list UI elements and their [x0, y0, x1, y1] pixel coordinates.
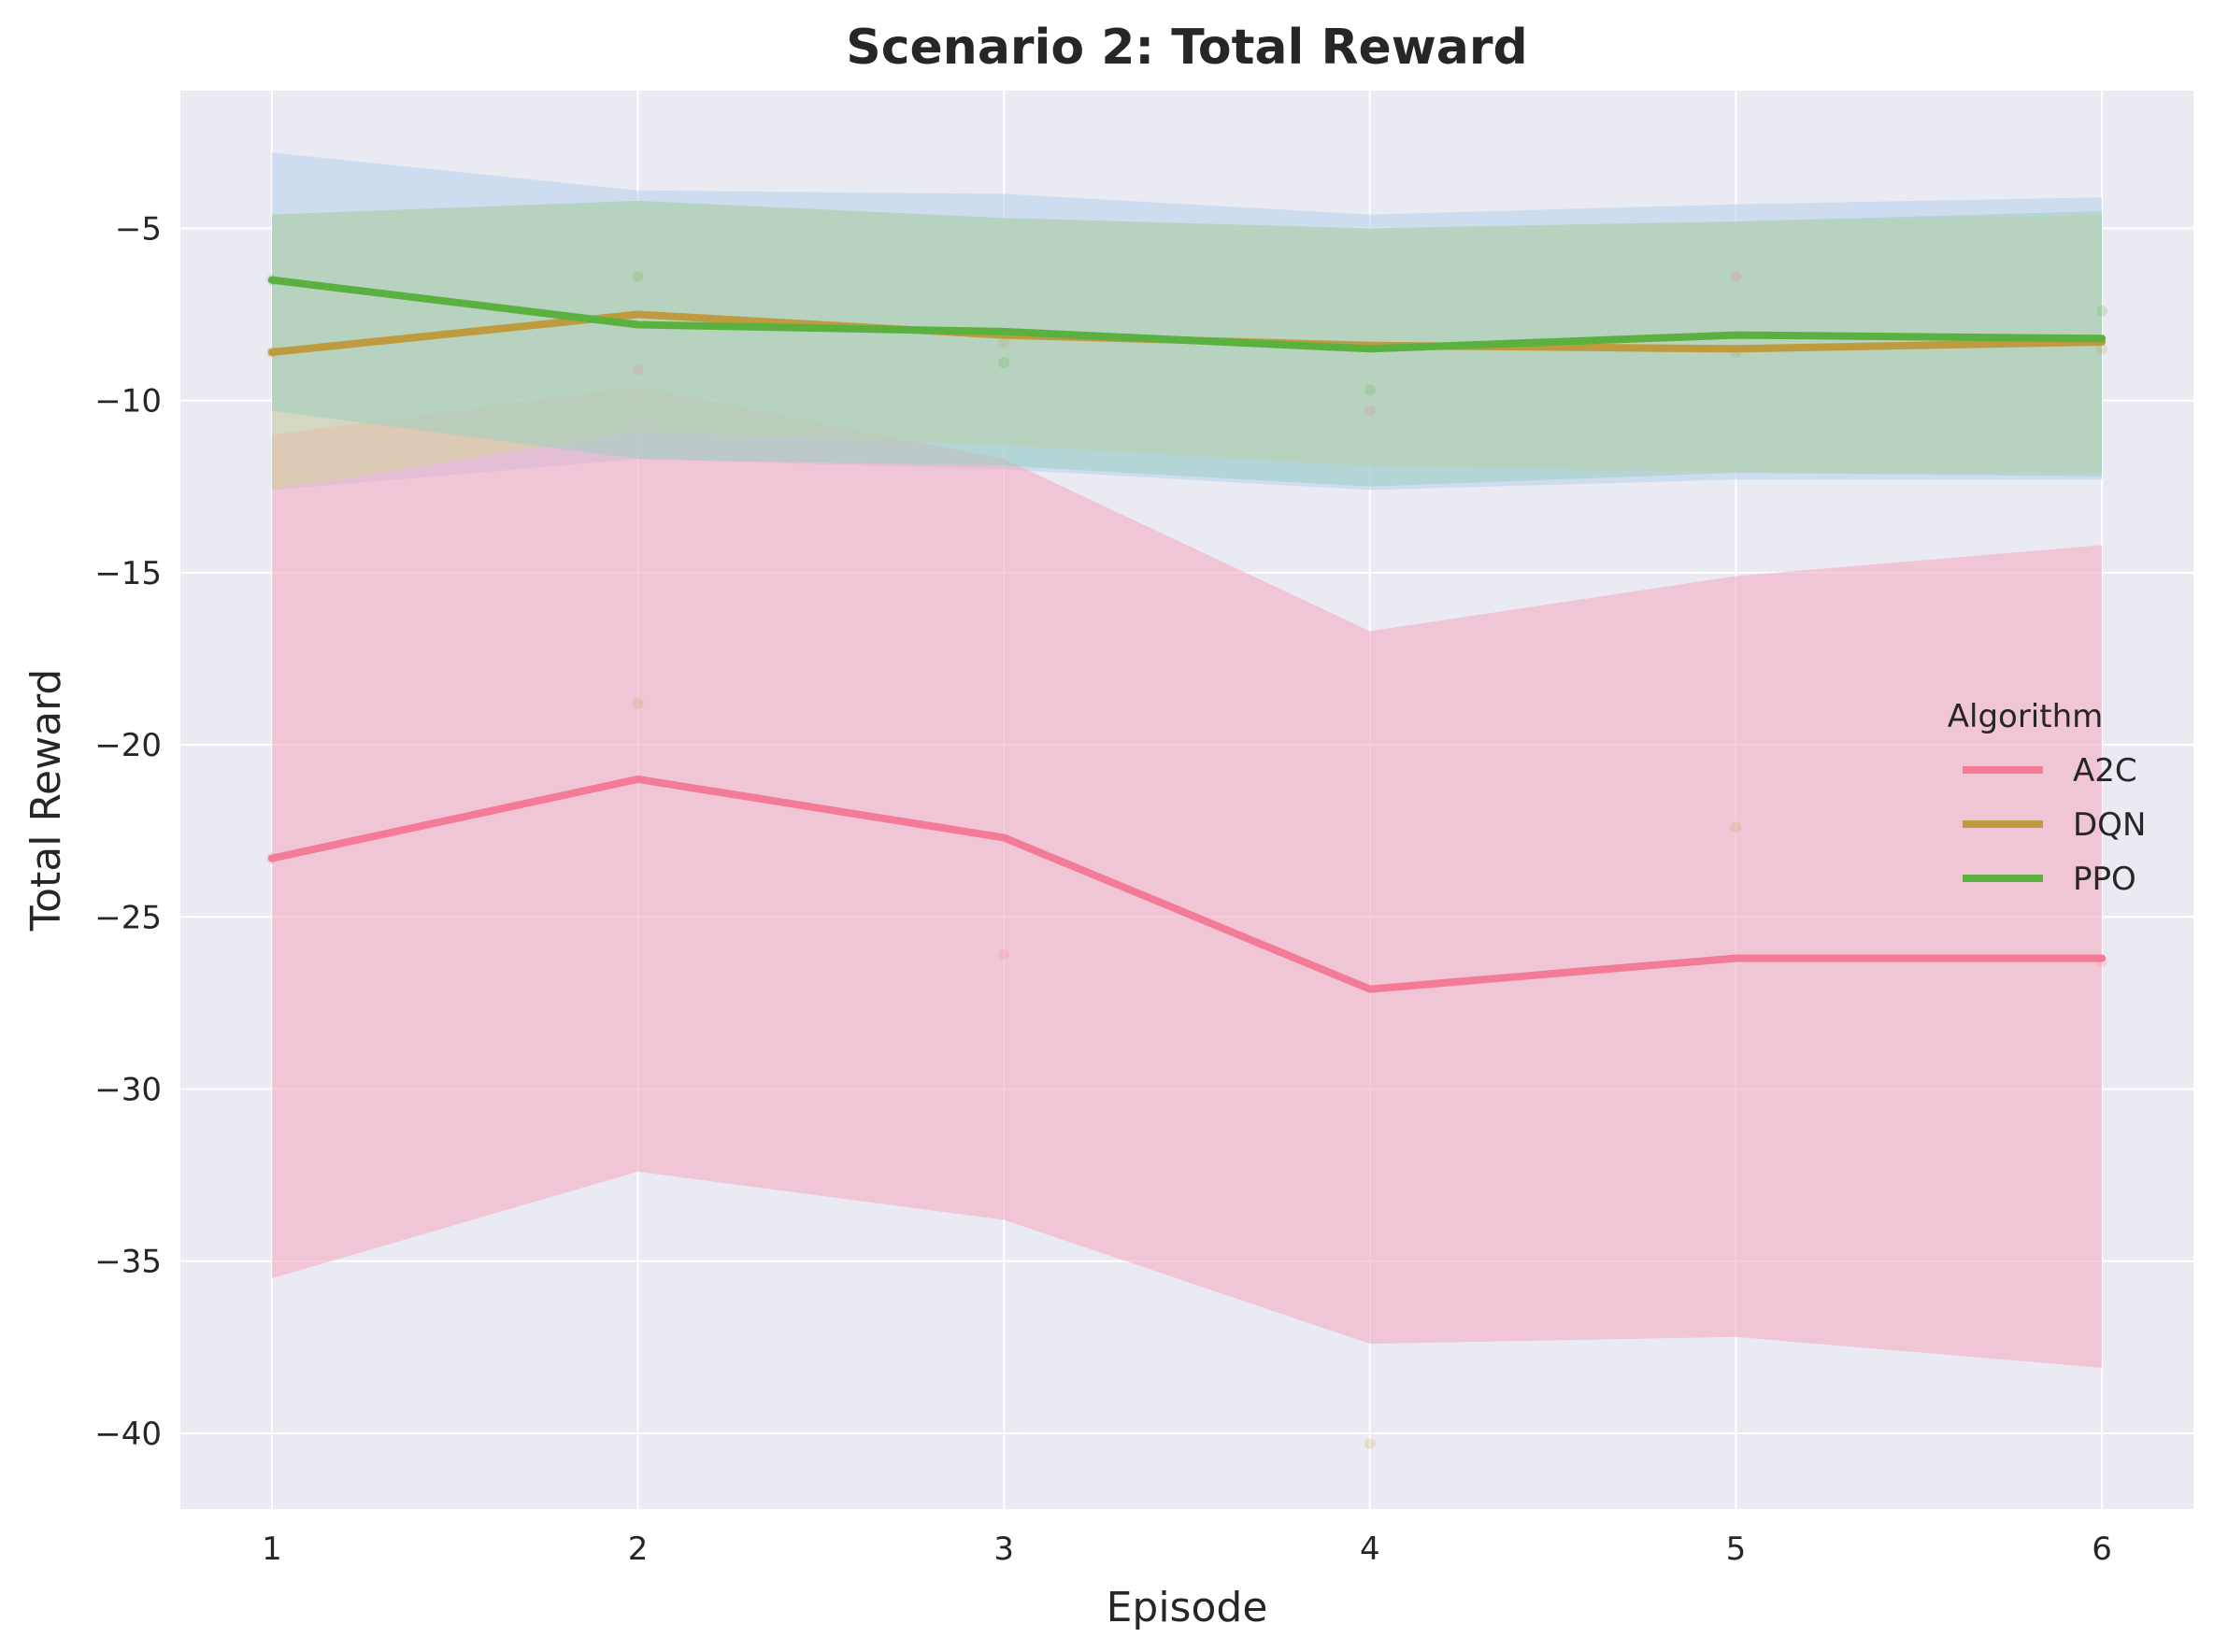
scatter-point-a2c [998, 948, 1010, 961]
legend: Algorithm A2C DQN PPO [1948, 698, 2147, 898]
scatter-point-a2c [1364, 405, 1376, 417]
scatter-point-a2c [1730, 270, 1742, 282]
y-tick-label: −35 [94, 1244, 162, 1281]
series-line-ppo [267, 276, 2107, 353]
y-tick-label: −30 [94, 1071, 162, 1108]
y-tick-label: −10 [94, 383, 162, 420]
scatter-point-dqn [998, 335, 1010, 348]
x-axis-label: Episode [1107, 1584, 1268, 1631]
legend-label-a2c: A2C [2073, 752, 2137, 790]
scatter-point-ppo [632, 270, 644, 282]
scatter-point-ppo [1364, 384, 1376, 396]
legend-label-ppo: PPO [2073, 861, 2136, 898]
y-tick-label: −5 [115, 210, 162, 248]
x-tick-label: 1 [262, 1531, 282, 1568]
y-tick-label: −40 [94, 1416, 162, 1453]
scatter-point-dqn [632, 697, 644, 709]
confidence-band-a2c [271, 386, 2103, 1368]
legend-title: Algorithm [1948, 698, 2104, 735]
scatter-point-dqn [1730, 821, 1742, 833]
scatter-point-a2c [632, 363, 644, 376]
x-tick-label: 3 [993, 1531, 1014, 1568]
y-tick-label: −15 [94, 555, 162, 592]
scatter-point-dqn [2096, 343, 2108, 355]
scatter-point-dqn [1364, 1437, 1376, 1449]
y-tick-label: −25 [94, 899, 162, 936]
legend-label-dqn: DQN [2073, 806, 2146, 844]
x-tick-label: 6 [2092, 1531, 2112, 1568]
x-tick-label: 4 [1360, 1531, 1380, 1568]
series-line-a2c [267, 775, 2107, 993]
x-tick-label: 2 [628, 1531, 649, 1568]
scatter-point-ppo [2096, 305, 2108, 317]
y-tick-label: −20 [94, 727, 162, 764]
series-lines [267, 276, 2107, 993]
scatter-point-ppo [998, 357, 1010, 369]
chart-title: Scenario 2: Total Reward [846, 20, 1528, 76]
y-axis-label: Total Reward [22, 669, 70, 933]
tick-labels: 1 2 3 4 5 6 −5 −10 −15 −20 −25 −30 −35 −40 [94, 210, 2112, 1568]
confidence-bands [271, 152, 2103, 1368]
x-tick-label: 5 [1726, 1531, 1747, 1568]
